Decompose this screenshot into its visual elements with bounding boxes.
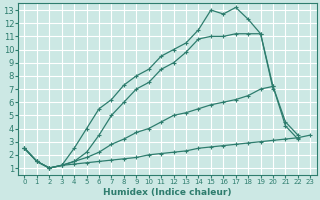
X-axis label: Humidex (Indice chaleur): Humidex (Indice chaleur) xyxy=(103,188,232,197)
